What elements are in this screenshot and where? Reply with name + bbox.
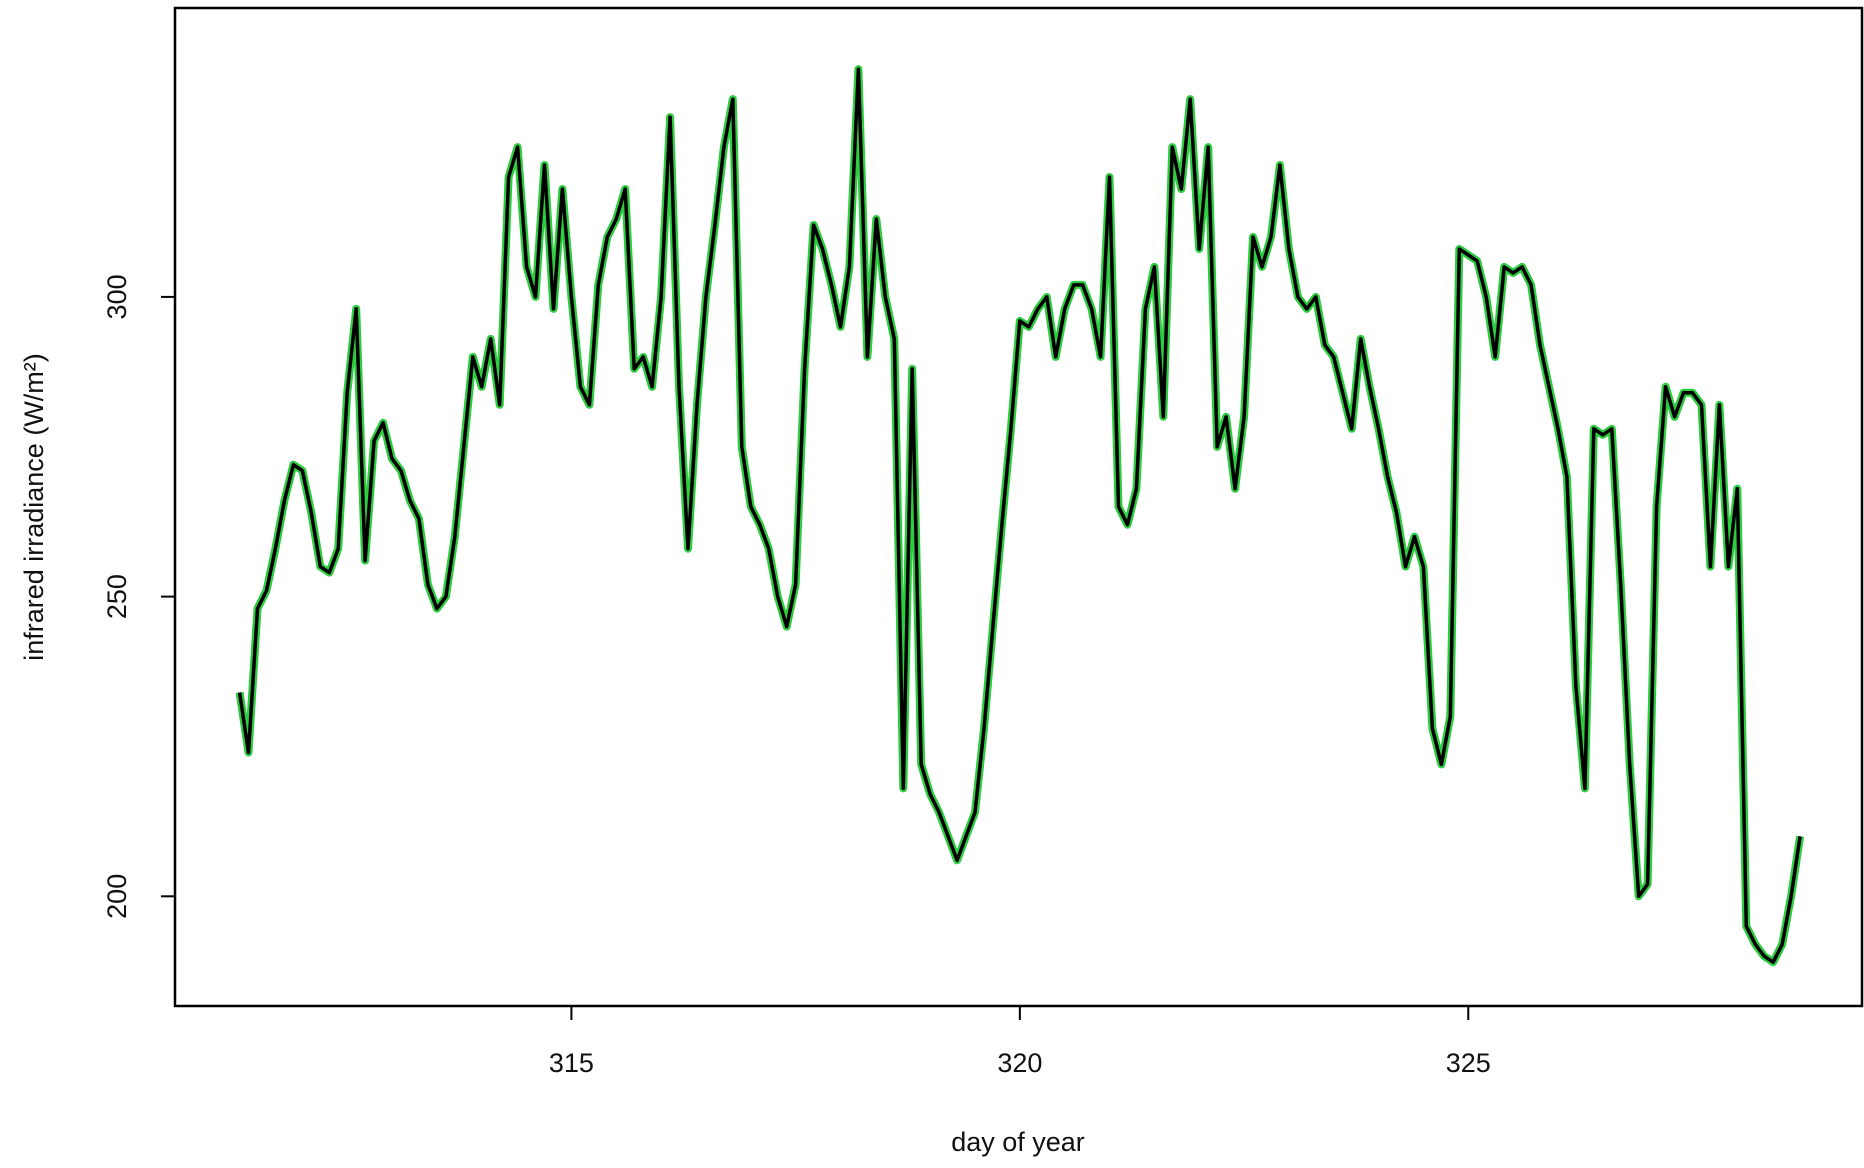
line <box>237 67 1802 964</box>
line-halo <box>235 65 1805 967</box>
y-tick-label: 200 <box>102 874 132 919</box>
x-axis-label: day of year <box>951 1127 1085 1157</box>
plot-frame <box>173 6 1864 1008</box>
x-tick-label: 325 <box>1446 1048 1491 1078</box>
x-tick-label: 315 <box>549 1048 594 1078</box>
x-tick-label: 320 <box>997 1048 1042 1078</box>
y-axis-label: infrared irradiance (W/m²) <box>19 353 49 661</box>
y-tick-label: 250 <box>102 574 132 619</box>
y-tick-label: 300 <box>102 274 132 319</box>
